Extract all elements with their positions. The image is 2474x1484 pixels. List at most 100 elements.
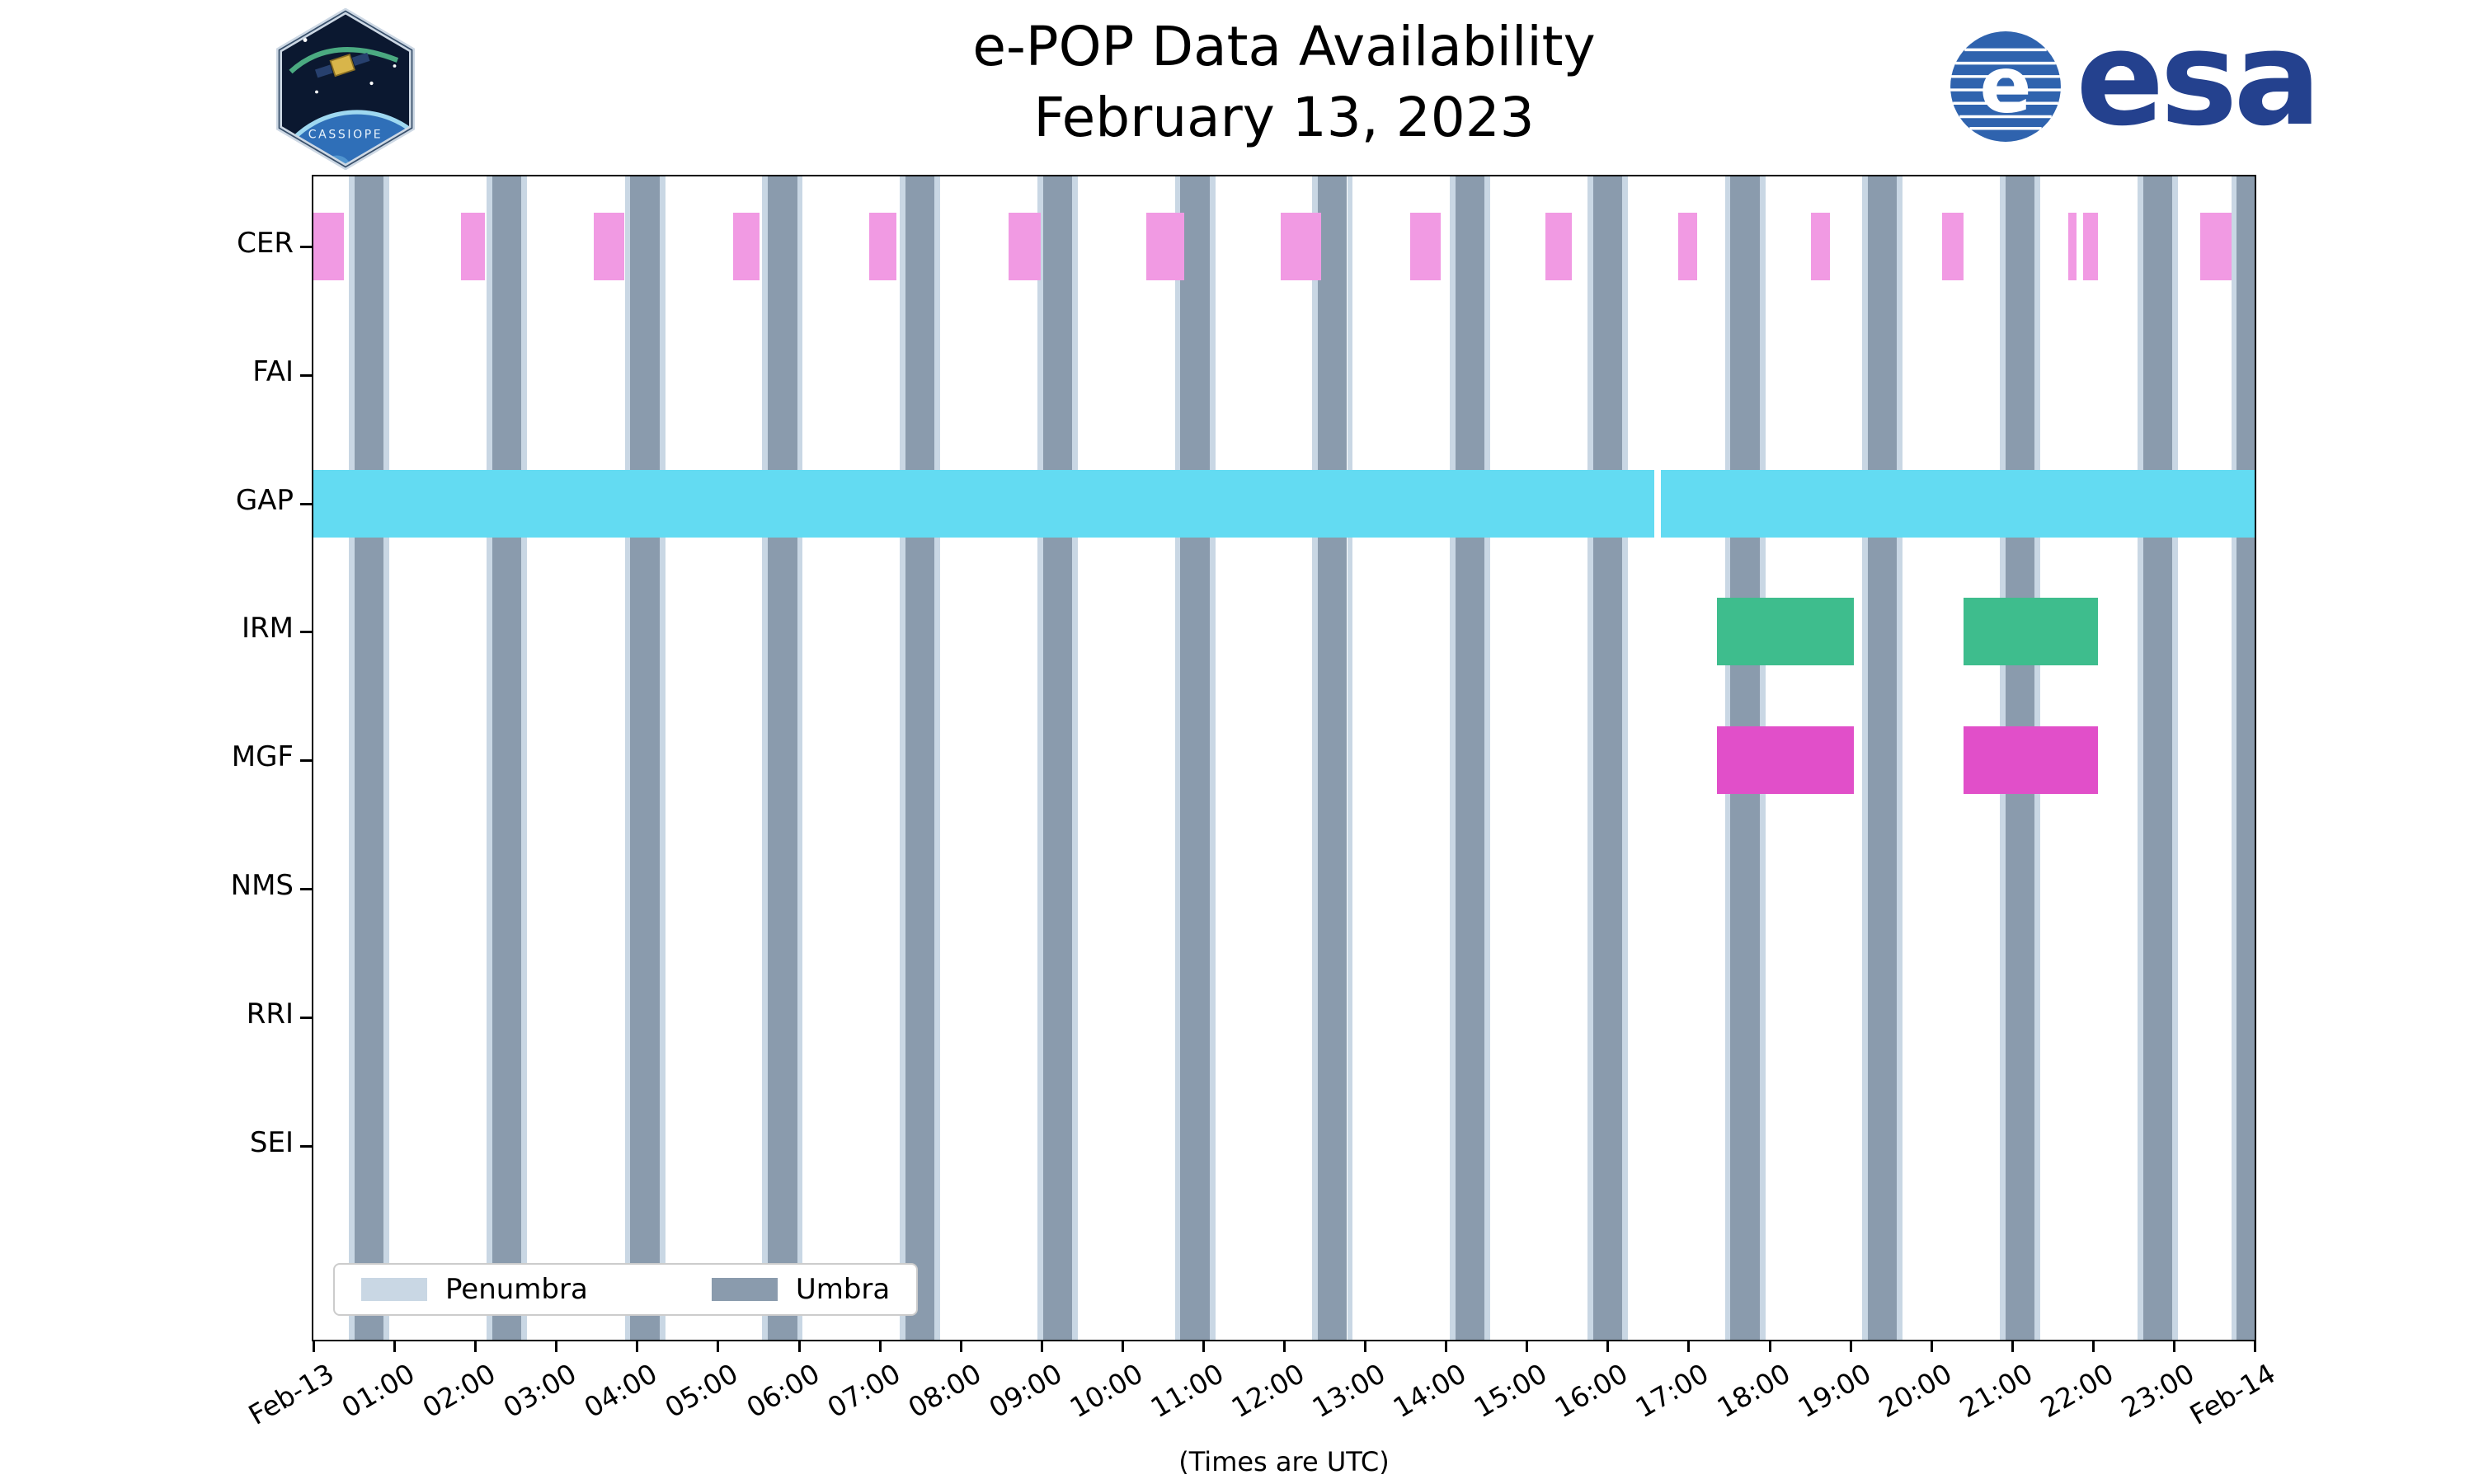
esa-globe-icon: e [1950, 31, 2062, 142]
cassiope-patch-label: CASSIOPE [308, 129, 383, 142]
penumbra-bar [1037, 176, 1043, 1340]
penumbra-bar [624, 176, 631, 1340]
x-tick [1768, 1341, 1771, 1352]
penumbra-bar [2171, 176, 2178, 1340]
y-axis-label-cer: CER [237, 227, 294, 260]
y-tick [300, 502, 312, 505]
x-tick-label: 15:00 [1468, 1357, 1553, 1425]
chart-title: e-POP Data Availability [972, 15, 1596, 78]
x-tick [1202, 1341, 1205, 1352]
x-axis-note: (Times are UTC) [1178, 1446, 1390, 1477]
cassiope-patch-icon: CASSIOPE [276, 7, 415, 171]
y-axis-label-nms: NMS [230, 869, 294, 902]
penumbra-bar [486, 176, 492, 1340]
x-tick-label: 07:00 [821, 1357, 906, 1425]
x-tick [1526, 1341, 1529, 1352]
availability-bar-irm [1963, 598, 2098, 666]
plot-area [313, 176, 2255, 1340]
umbra-bar [1868, 176, 1898, 1340]
x-tick [717, 1341, 720, 1352]
x-tick [555, 1341, 558, 1352]
x-tick [313, 1341, 315, 1352]
penumbra-bar [2137, 176, 2143, 1340]
x-tick-label: 12:00 [1225, 1357, 1310, 1425]
y-axis-label-rri: RRI [246, 997, 294, 1031]
x-tick-label: 19:00 [1792, 1357, 1877, 1425]
legend-entry-penumbra: Penumbra [361, 1273, 588, 1306]
availability-bar-irm [1716, 598, 1855, 666]
x-tick-label: 18:00 [1711, 1357, 1795, 1425]
esa-logo: e esa [1947, 14, 2321, 145]
x-tick [474, 1341, 477, 1352]
penumbra-bar [1174, 176, 1181, 1340]
chart-subtitle-date: February 13, 2023 [1033, 85, 1535, 149]
penumbra-bar [1621, 176, 1628, 1340]
x-tick-label: 08:00 [902, 1357, 987, 1425]
x-tick [959, 1341, 962, 1352]
y-tick [300, 373, 312, 377]
availability-bar-cer [1545, 213, 1573, 280]
x-tick-label: Feb-13 [242, 1357, 340, 1431]
availability-bar-cer [868, 213, 897, 280]
x-tick-label: 21:00 [1954, 1357, 2039, 1425]
penumbra-bar [1862, 176, 1869, 1340]
y-tick [300, 888, 312, 890]
penumbra-bar [1484, 176, 1491, 1340]
penumbra-bar [797, 176, 803, 1340]
penumbra-bar [1587, 176, 1593, 1340]
y-tick [300, 1016, 312, 1019]
x-tick-label: 03:00 [497, 1357, 582, 1425]
x-tick-label: 13:00 [1306, 1357, 1391, 1425]
umbra-bar [630, 176, 660, 1340]
x-tick-label: Feb-14 [2184, 1357, 2281, 1431]
x-tick-label: 06:00 [741, 1357, 825, 1425]
y-tick [300, 759, 312, 763]
y-axis-label-irm: IRM [242, 612, 294, 646]
availability-bar-cer [2200, 213, 2232, 280]
y-axis-label-gap: GAP [235, 483, 294, 517]
availability-bar-cer [2068, 213, 2077, 280]
umbra-bar [1455, 176, 1485, 1340]
penumbra-bar [1312, 176, 1319, 1340]
umbra-bar [768, 176, 797, 1340]
x-tick [2254, 1341, 2256, 1352]
x-tick-label: 20:00 [1873, 1357, 1958, 1425]
x-tick [1040, 1341, 1043, 1352]
umbra-bar [1318, 176, 1348, 1340]
umbra-bar [1042, 176, 1072, 1340]
umbra-bar [492, 176, 522, 1340]
umbra-bar [355, 176, 384, 1340]
x-tick-label: 17:00 [1630, 1357, 1714, 1425]
availability-bar-gap [313, 469, 1655, 538]
legend: Penumbra Umbra [333, 1263, 919, 1316]
availability-bar-cer [1146, 213, 1185, 280]
penumbra-bar [934, 176, 941, 1340]
umbra-bar [905, 176, 935, 1340]
umbra-swatch-icon [711, 1278, 778, 1301]
x-tick [2091, 1341, 2095, 1352]
x-tick [1606, 1341, 1610, 1352]
availability-bar-cer [1410, 213, 1442, 280]
penumbra-bar [1209, 176, 1216, 1340]
x-tick-label: 11:00 [1145, 1357, 1230, 1425]
y-tick [300, 631, 312, 634]
penumbra-bar [1072, 176, 1078, 1340]
y-tick [300, 246, 312, 248]
penumbra-swatch-icon [361, 1278, 427, 1301]
y-axis-label-mgf: MGF [231, 740, 294, 774]
y-axis-label-fai: FAI [252, 355, 294, 388]
umbra-bar [1592, 176, 1622, 1340]
x-tick [1283, 1341, 1286, 1352]
x-tick-label: 10:00 [1064, 1357, 1149, 1425]
availability-bar-cer [1281, 213, 1322, 280]
availability-bar-cer [1008, 213, 1041, 280]
penumbra-bar [521, 176, 527, 1340]
availability-bar-gap [1661, 469, 2255, 538]
availability-bar-cer [313, 213, 345, 280]
penumbra-bar [1347, 176, 1353, 1340]
penumbra-bar [2231, 176, 2237, 1340]
penumbra-bar [1450, 176, 1456, 1340]
legend-entry-umbra: Umbra [711, 1273, 890, 1306]
chart-title-block: e-POP Data Availability February 13, 202… [313, 12, 2255, 153]
